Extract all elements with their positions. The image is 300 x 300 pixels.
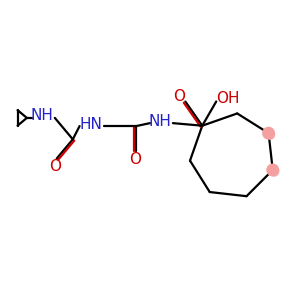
Circle shape xyxy=(262,127,275,140)
Text: NH: NH xyxy=(148,114,171,129)
Text: O: O xyxy=(173,89,185,104)
Text: HN: HN xyxy=(79,117,102,132)
Text: NH: NH xyxy=(30,108,53,123)
Text: O: O xyxy=(49,159,61,174)
Circle shape xyxy=(269,166,280,177)
Circle shape xyxy=(266,164,279,176)
Circle shape xyxy=(265,129,275,140)
Text: OH: OH xyxy=(216,91,239,106)
Text: O: O xyxy=(129,152,141,167)
